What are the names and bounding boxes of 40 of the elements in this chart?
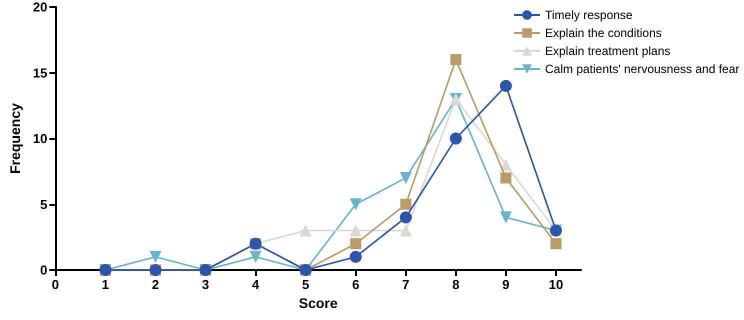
point	[450, 54, 462, 66]
y-tick-label: 0	[40, 262, 48, 278]
point	[500, 211, 512, 224]
point	[450, 132, 462, 144]
point	[500, 80, 512, 92]
point	[300, 224, 312, 237]
point	[400, 224, 412, 237]
point	[400, 172, 412, 184]
x-tick-label: 5	[302, 277, 310, 292]
y-tick-label: 5	[40, 196, 48, 212]
y-tick-label: 20	[32, 0, 48, 14]
point	[550, 238, 562, 250]
x-tick-label: 0	[52, 277, 59, 292]
point	[350, 198, 362, 210]
point	[250, 250, 262, 263]
x-tick-label: 1	[102, 277, 110, 292]
y-axis-title: Frequency	[7, 102, 23, 174]
point	[500, 172, 512, 184]
point	[500, 158, 512, 171]
point	[149, 250, 162, 263]
point	[400, 198, 412, 210]
point	[400, 211, 412, 224]
x-tick-label: 6	[352, 277, 360, 292]
x-tick-label: 7	[402, 277, 410, 292]
x-tick-label: 8	[452, 277, 460, 292]
point	[350, 250, 362, 263]
legend-label: Explain the conditions	[545, 26, 662, 40]
legend-label: Calm patients' nervousness and fear	[545, 62, 740, 76]
x-tick-label: 9	[502, 277, 510, 292]
x-axis-title: Score	[298, 295, 338, 311]
x-tick-label: 4	[252, 277, 260, 292]
x-tick-label: 3	[202, 277, 210, 292]
legend-label: Timely response	[545, 8, 633, 22]
legend-label: Explain treatment plans	[545, 44, 670, 58]
y-tick-label: 15	[32, 65, 48, 80]
point	[350, 224, 362, 237]
x-tick-label: 2	[152, 277, 160, 292]
y-tick-label: 10	[32, 131, 48, 146]
point	[350, 238, 362, 250]
x-tick-label: 10	[548, 277, 564, 292]
